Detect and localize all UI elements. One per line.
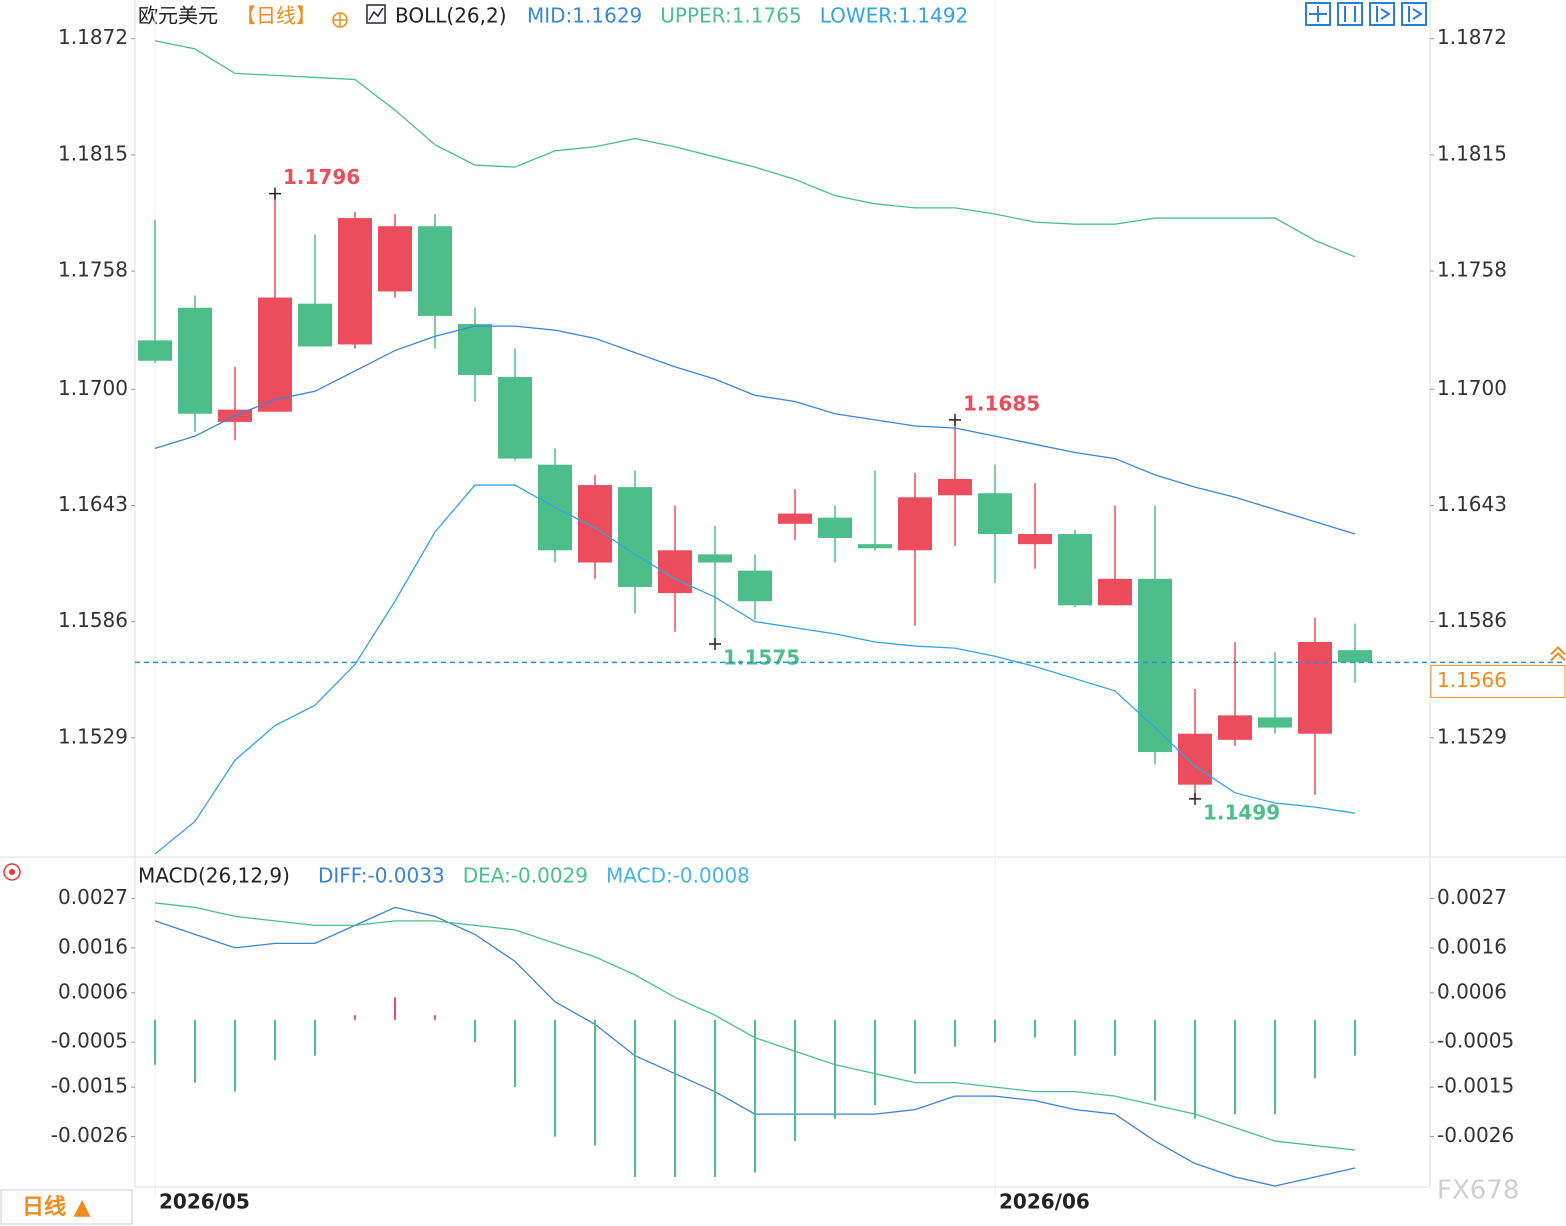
period-label: 【日线】 (236, 4, 316, 28)
annotation-marker (949, 413, 961, 426)
annotation-label: 1.1685 (963, 391, 1040, 415)
candle-body (498, 377, 532, 459)
candle-body (1018, 533, 1052, 545)
candle-body (1178, 733, 1212, 785)
annotation-marker (269, 187, 281, 200)
last-price-arrow (1550, 645, 1566, 662)
y-tick-label: 0.0016 (1437, 934, 1507, 958)
y-tick-label: 0.0027 (1437, 885, 1507, 909)
macd-title: MACD(26,12,9) (138, 864, 290, 888)
add-icon[interactable] (332, 12, 348, 28)
candle-body (618, 487, 652, 587)
candle-body (1138, 578, 1172, 753)
y-tick-label: 0.0016 (58, 934, 128, 958)
y-tick-label: -0.0015 (1437, 1074, 1514, 1098)
legend-entry: LOWER:1.1492 (820, 4, 969, 28)
y-tick-label: 1.1643 (58, 492, 128, 516)
candle-body (898, 497, 932, 551)
y-tick-label: 1.1700 (58, 376, 128, 400)
y-tick-label: 1.1758 (58, 258, 128, 282)
annotation-marker (709, 638, 721, 651)
y-tick-label: 1.1758 (1437, 258, 1507, 282)
x-tick-label: 2026/05 (159, 1190, 250, 1214)
annotation-label: 1.1575 (723, 646, 800, 670)
boll-line (154, 325, 1356, 535)
legend-entry: DIFF:-0.0033 (318, 864, 445, 888)
y-tick-label: 1.1586 (58, 608, 128, 632)
candle-body (778, 513, 812, 524)
y-tick-label: 1.1643 (1437, 492, 1507, 516)
candle-body (978, 493, 1012, 534)
annotation-label: 1.1796 (283, 165, 360, 189)
candle-body (338, 218, 372, 345)
legend-entry: DEA:-0.0029 (463, 864, 588, 888)
y-tick-label: 1.1872 (58, 25, 128, 49)
period-button[interactable] (0, 1189, 133, 1225)
indicator-title: BOLL(26,2) (395, 4, 507, 28)
y-tick-label: -0.0005 (1437, 1029, 1514, 1053)
candle-body (858, 544, 892, 549)
legend-entry: MID:1.1629 (527, 4, 642, 28)
toolbar[interactable] (1305, 2, 1427, 26)
candle-body (258, 297, 292, 412)
annotation-marker (1189, 792, 1201, 805)
annotation-label: 1.1499 (1203, 800, 1280, 824)
y-tick-label: 1.1700 (1437, 376, 1507, 400)
last-price-label: 1.1566 (1437, 668, 1507, 692)
y-tick-label: 1.1815 (58, 141, 128, 165)
candle-body (418, 226, 452, 316)
x-tick-label: 2026/06 (999, 1190, 1090, 1214)
legend-entry: MACD:-0.0008 (606, 864, 750, 888)
candle-body (1058, 533, 1092, 606)
candle-body (138, 340, 172, 361)
y-tick-label: 0.0027 (58, 885, 128, 909)
y-tick-label: -0.0026 (1437, 1123, 1514, 1147)
candle-body (698, 554, 732, 563)
y-tick-label: 1.1815 (1437, 141, 1507, 165)
y-tick-label: 0.0006 (58, 979, 128, 1003)
y-tick-label: 1.1586 (1437, 608, 1507, 632)
y-tick-label: 1.1872 (1437, 25, 1507, 49)
candle-body (1258, 717, 1292, 728)
y-tick-label: 1.1529 (58, 724, 128, 748)
candle-body (1218, 715, 1252, 740)
candle-body (1338, 650, 1372, 663)
y-tick-label: 0.0006 (1437, 979, 1507, 1003)
y-tick-label: -0.0015 (51, 1074, 128, 1098)
candle-body (298, 303, 332, 347)
legend-entry: UPPER:1.1765 (660, 4, 801, 28)
boll-line (154, 40, 1356, 258)
candle-body (738, 570, 772, 602)
chart-title: 欧元美元 (138, 4, 218, 28)
candle-body (578, 485, 612, 563)
candle-body (1298, 642, 1332, 734)
indicator-icon (3, 863, 21, 881)
candle-body (378, 226, 412, 292)
candle-body (818, 517, 852, 539)
period-button-label[interactable]: 日线 ▲ (22, 1194, 91, 1220)
y-tick-label: -0.0005 (51, 1029, 128, 1053)
y-tick-label: -0.0026 (51, 1123, 128, 1147)
candle-body (178, 307, 212, 414)
boll-line (154, 484, 1356, 855)
candle-body (938, 478, 972, 496)
watermark: FX678 (1437, 1176, 1519, 1206)
boll-icon[interactable] (366, 4, 386, 24)
candle-body (1098, 578, 1132, 606)
last-price-box (1430, 664, 1566, 698)
y-tick-label: 1.1529 (1437, 724, 1507, 748)
candle-body (458, 324, 492, 376)
